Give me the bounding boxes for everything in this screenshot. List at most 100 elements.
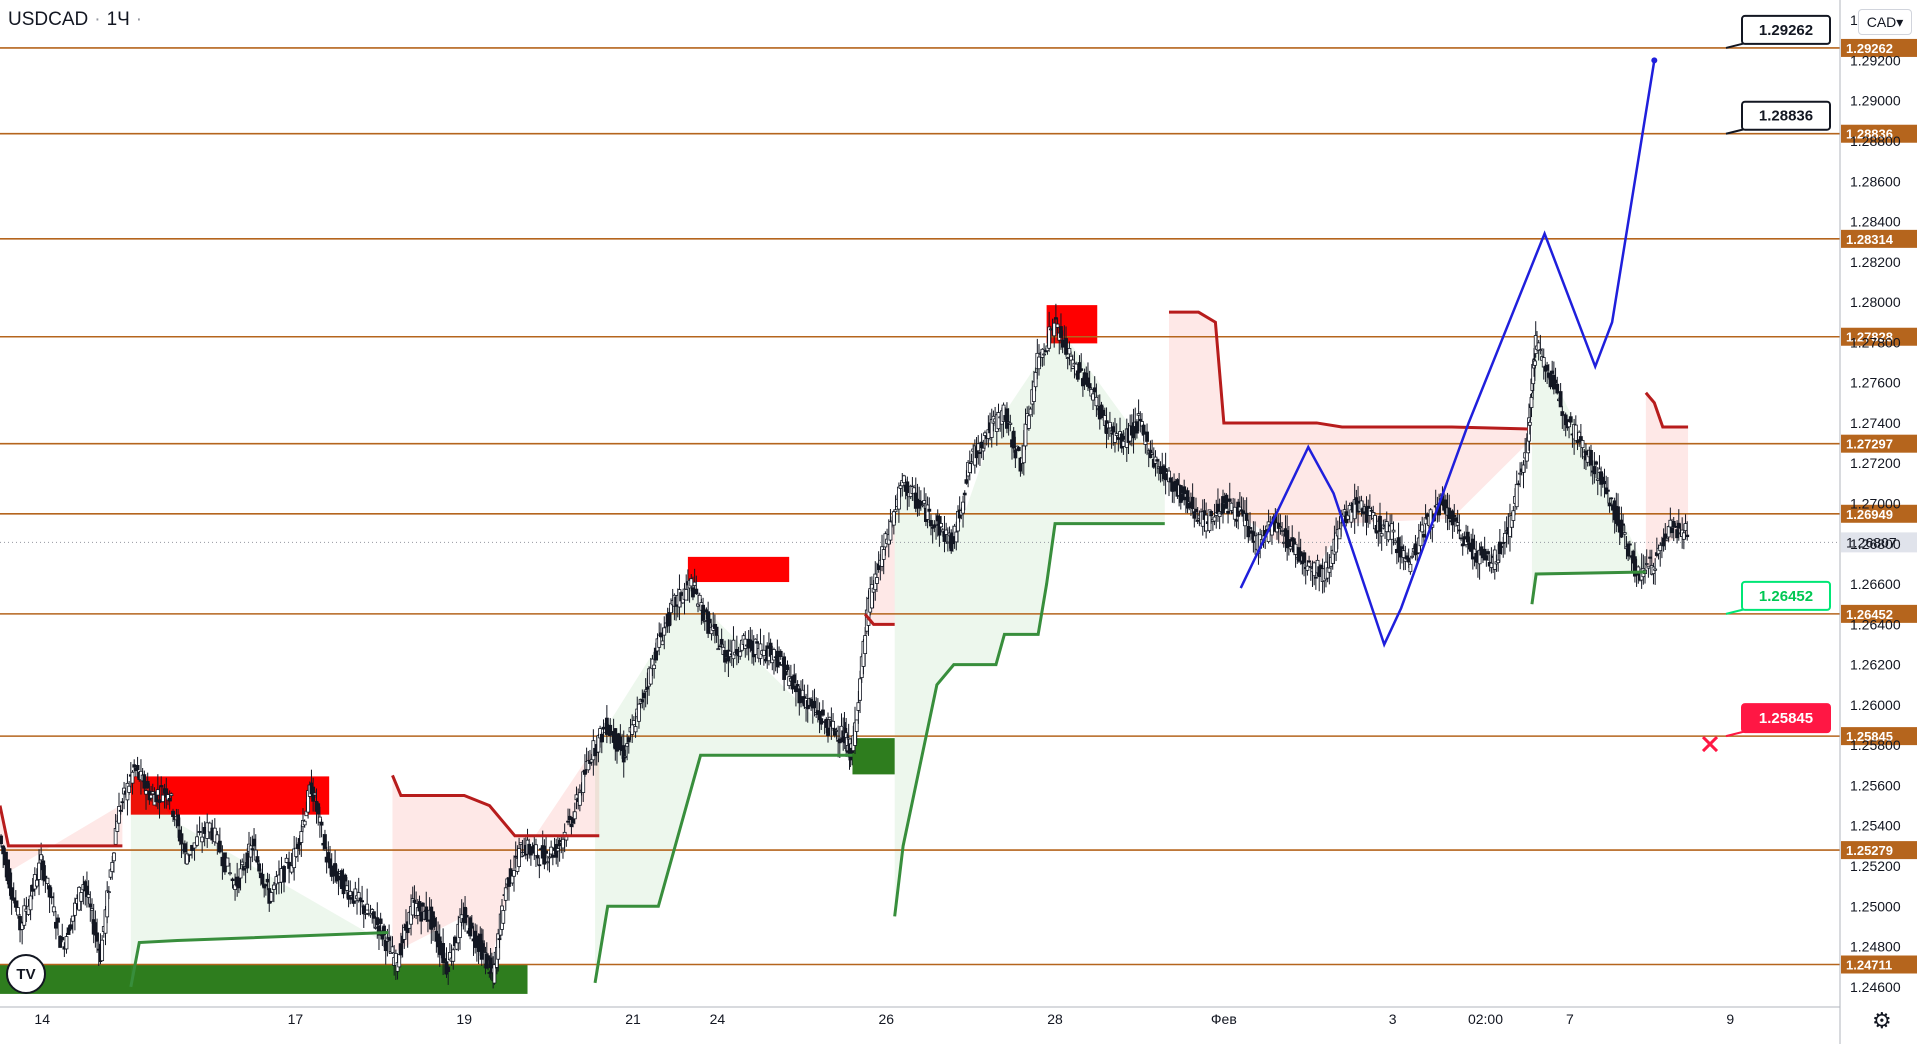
y-tick-label: 1.28400 [1850,214,1901,230]
candle-body [648,667,653,685]
candle-body [1648,556,1652,559]
candle-body [1055,323,1060,328]
candle-body [572,811,577,820]
candle-body [1023,423,1028,447]
candle-body [1194,508,1198,513]
candle-body [100,939,105,962]
candle-body [289,865,294,873]
candle-body [1008,422,1013,425]
candle-body [1626,543,1631,557]
candle-body [1281,541,1286,544]
level-tag-label: 1.26452 [1846,607,1893,622]
candle-body [569,823,574,828]
candle-body [684,589,689,601]
candle-body [378,918,383,924]
candle-body [795,684,800,687]
candle-body [772,649,776,661]
candle-body [1028,408,1033,416]
callout-box [1741,703,1831,734]
candle-body [127,785,132,793]
candle-body [1459,537,1463,540]
candle-body [1514,483,1519,508]
x-tick-label: 3 [1389,1011,1397,1027]
candle-body [1555,383,1560,394]
candle-body [1367,507,1372,516]
candle-body [1503,532,1507,543]
candle-body [387,937,392,941]
candle-body [1518,472,1523,475]
current-price-tag [1841,532,1917,553]
y-tick-label: 1.29200 [1850,52,1901,68]
candle-body [961,501,965,514]
candle-body [252,838,256,847]
candle-body [996,412,1001,430]
candle-body [837,738,842,744]
candle-body [1087,383,1092,389]
candle-body [1185,490,1190,509]
y-tick-label: 1.26200 [1850,657,1901,673]
candle-body [556,848,560,852]
candle-body [1327,567,1332,573]
candle-body [390,946,395,954]
candle-body [294,847,299,857]
candle-body [800,689,805,697]
candle-body [1386,531,1391,541]
candle-body [1527,421,1532,426]
candle-body [1026,415,1031,429]
candle-body [969,461,974,464]
candle-body [1676,522,1681,529]
candle-body [1141,424,1146,436]
candle-body [217,840,222,853]
candle-body [157,799,162,803]
candle-body [642,692,646,699]
x-tick-label: 19 [456,1011,472,1027]
settings-gear-icon[interactable]: ⚙ [1872,1008,1892,1033]
candle-body [652,664,657,669]
candle-body [692,581,697,586]
x-tick-label: 21 [625,1011,641,1027]
candle-body [1037,356,1041,370]
candle-body [1653,568,1658,571]
candle-body [694,588,699,595]
candle-body [73,902,77,916]
candle-body [566,820,570,823]
candle-body [1006,421,1011,424]
currency-selector[interactable]: CAD ▾ [1858,9,1912,35]
candle-body [821,709,825,716]
candle-body [1278,526,1283,529]
candle-body [1673,525,1678,528]
tradingview-logo-icon[interactable]: TV [6,954,46,994]
candle-body [1683,523,1688,531]
candle-body [662,627,667,636]
candle-body [1224,494,1229,509]
candle-body [432,917,437,927]
candle-body [633,726,638,733]
candle-body [169,793,174,796]
symbol-label[interactable]: USDCAD [8,9,89,30]
candle-body [412,899,417,903]
candle-body [1401,550,1406,558]
candle-body [118,809,123,812]
x-tick-label: 14 [34,1011,50,1027]
candle-body [716,648,721,651]
candle-body [944,529,949,535]
interval-label[interactable]: 1Ч [106,9,130,30]
candle-body [1602,480,1607,485]
candle-body [120,801,125,804]
candle-body [41,860,46,881]
candle-body [792,674,797,683]
candle-body [1394,549,1399,554]
candle-body [319,821,324,826]
candle-body [302,820,307,826]
candle-body [1288,546,1293,550]
candle-body [896,486,901,510]
candle-body [925,504,930,520]
candle-body [271,884,276,890]
candle-body [1,845,6,855]
level-tag [1841,955,1917,974]
candle-body [510,875,515,884]
candle-body [3,851,8,866]
candle-body [640,699,645,703]
candle-body [1646,565,1651,569]
